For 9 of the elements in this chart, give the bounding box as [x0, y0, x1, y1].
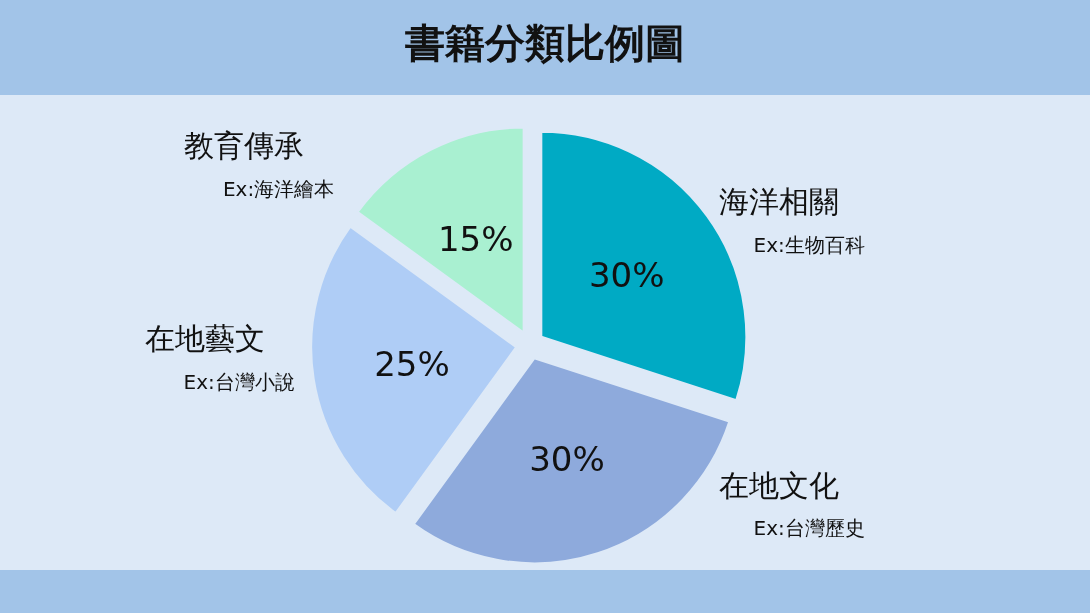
data-label: 25% [374, 343, 450, 384]
slice-label: 在地文化 Ex:台灣歷史 [718, 467, 865, 541]
chart-title: 書籍分類比例圖 [405, 20, 685, 66]
slice-label: 海洋相關 Ex:生物百科 [718, 184, 865, 257]
slice-label: 教育傳承 Ex:海洋繪本 [184, 128, 335, 201]
data-label: 30% [529, 438, 605, 479]
data-label: 15% [437, 218, 514, 259]
data-label: 30% [588, 254, 665, 295]
slice-label: 在地藝文 Ex:台灣小說 [144, 321, 295, 394]
